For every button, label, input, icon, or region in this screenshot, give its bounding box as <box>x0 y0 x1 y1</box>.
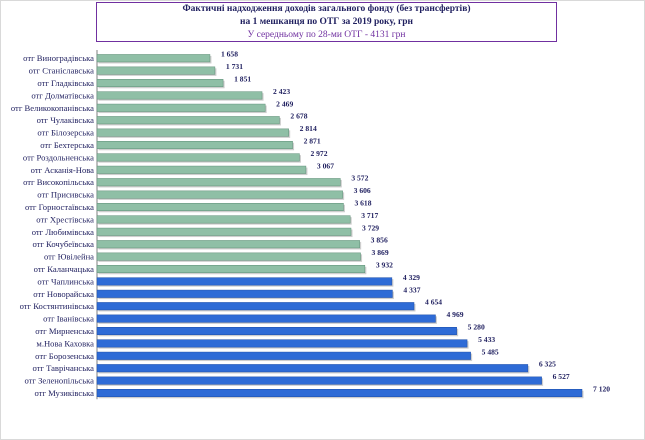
value-label: 7 120 <box>593 385 610 394</box>
category-label: отг Музиківська <box>35 388 95 398</box>
category-label: м.Нова Каховка <box>36 338 94 348</box>
value-label: 2 871 <box>304 137 321 146</box>
value-label: 3 606 <box>354 186 371 195</box>
category-label: отг Високопільська <box>23 177 94 187</box>
category-label: отг Бехтерська <box>40 140 94 150</box>
bar <box>96 54 211 63</box>
bar <box>96 91 263 100</box>
category-label: отг Зеленопільська <box>24 376 94 386</box>
category-label: отг Любимівська <box>32 227 94 237</box>
value-label: 4 654 <box>425 298 442 307</box>
value-label: 1 851 <box>234 75 251 84</box>
category-label: отг Новорайська <box>33 289 94 299</box>
bar <box>96 103 266 112</box>
bar <box>96 215 351 224</box>
category-label: отг Каланчацька <box>34 264 95 274</box>
value-label: 3 869 <box>372 248 389 257</box>
category-label: отг Долматівська <box>31 90 94 100</box>
value-label: 2 972 <box>310 149 327 158</box>
bar <box>96 141 293 149</box>
value-label: 3 618 <box>354 199 371 208</box>
bar <box>96 389 583 397</box>
bar <box>96 339 468 348</box>
category-label: отг Чулаківська <box>37 115 95 125</box>
value-label: 5 485 <box>482 347 499 356</box>
value-label: 3 856 <box>371 236 388 245</box>
bar <box>96 277 393 286</box>
value-label: 4 329 <box>403 273 420 282</box>
bar <box>96 327 457 335</box>
value-label: 6 527 <box>553 372 570 381</box>
value-label: 3 717 <box>361 211 378 220</box>
value-label: 4 337 <box>403 285 420 294</box>
category-label: отг Присивська <box>37 190 94 200</box>
value-label: 2 678 <box>290 112 307 121</box>
category-label: отг Борозенська <box>35 351 94 361</box>
bar <box>96 289 393 298</box>
bar <box>96 302 415 311</box>
bar <box>96 376 542 385</box>
bar <box>96 153 300 162</box>
category-label: отг Ювілейна <box>44 252 94 262</box>
category-label: отг Великокопанівська <box>11 103 94 113</box>
category-label: отг Білозерська <box>37 128 94 138</box>
chart-title-line1: Фактичні надходження доходів загального … <box>182 4 471 14</box>
category-label: отг Іванівська <box>43 314 94 324</box>
bar <box>96 252 361 261</box>
value-label: 2 423 <box>273 87 290 96</box>
value-label: 3 729 <box>362 223 379 232</box>
bar <box>96 79 224 87</box>
value-label: 3 067 <box>317 161 334 170</box>
category-label: отг Таврічанська <box>32 363 94 373</box>
category-label: отг Роздольненська <box>23 152 94 162</box>
category-label: отг Виноградівська <box>23 53 94 63</box>
bar <box>96 240 360 249</box>
bar <box>96 116 280 125</box>
category-label: отг Кочубеївська <box>32 239 94 249</box>
value-label: 3 932 <box>376 261 393 270</box>
value-label: 1 658 <box>221 50 238 59</box>
value-label: 1 731 <box>226 62 243 71</box>
bar <box>96 190 343 199</box>
category-label: отг Асканія-Нова <box>31 165 95 175</box>
bar <box>96 203 344 211</box>
value-label: 3 572 <box>351 174 368 183</box>
bar <box>96 314 436 323</box>
bar <box>96 178 341 187</box>
category-label: отг Чаплинська <box>37 276 94 286</box>
chart-subtitle: У середньому по 28-ми ОТГ - 4131 грн <box>247 30 406 40</box>
value-label: 6 325 <box>539 360 556 369</box>
category-label: отг Станіславська <box>29 66 95 76</box>
category-label: отг Гладківська <box>37 78 94 88</box>
chart-title-line2: на 1 мешканця по ОТГ за 2019 року, грн <box>239 17 414 27</box>
category-label: отг Горностаївська <box>25 202 94 212</box>
bar <box>96 265 366 273</box>
value-label: 5 280 <box>468 323 485 332</box>
bar <box>96 128 289 137</box>
category-label: отг Костянтинівська <box>20 301 95 311</box>
bar <box>96 351 471 360</box>
value-label: 2 469 <box>276 99 293 108</box>
bar <box>96 66 216 75</box>
value-label: 2 814 <box>300 124 317 133</box>
bar <box>96 364 529 373</box>
category-label: отг Хрестівська <box>36 214 94 224</box>
value-label: 4 969 <box>446 310 463 319</box>
chart-title-box: Фактичні надходження доходів загального … <box>96 2 557 42</box>
bar <box>96 227 352 236</box>
category-label: отг Мирненська <box>35 326 94 336</box>
bar <box>96 165 307 174</box>
value-label: 5 433 <box>478 335 495 344</box>
